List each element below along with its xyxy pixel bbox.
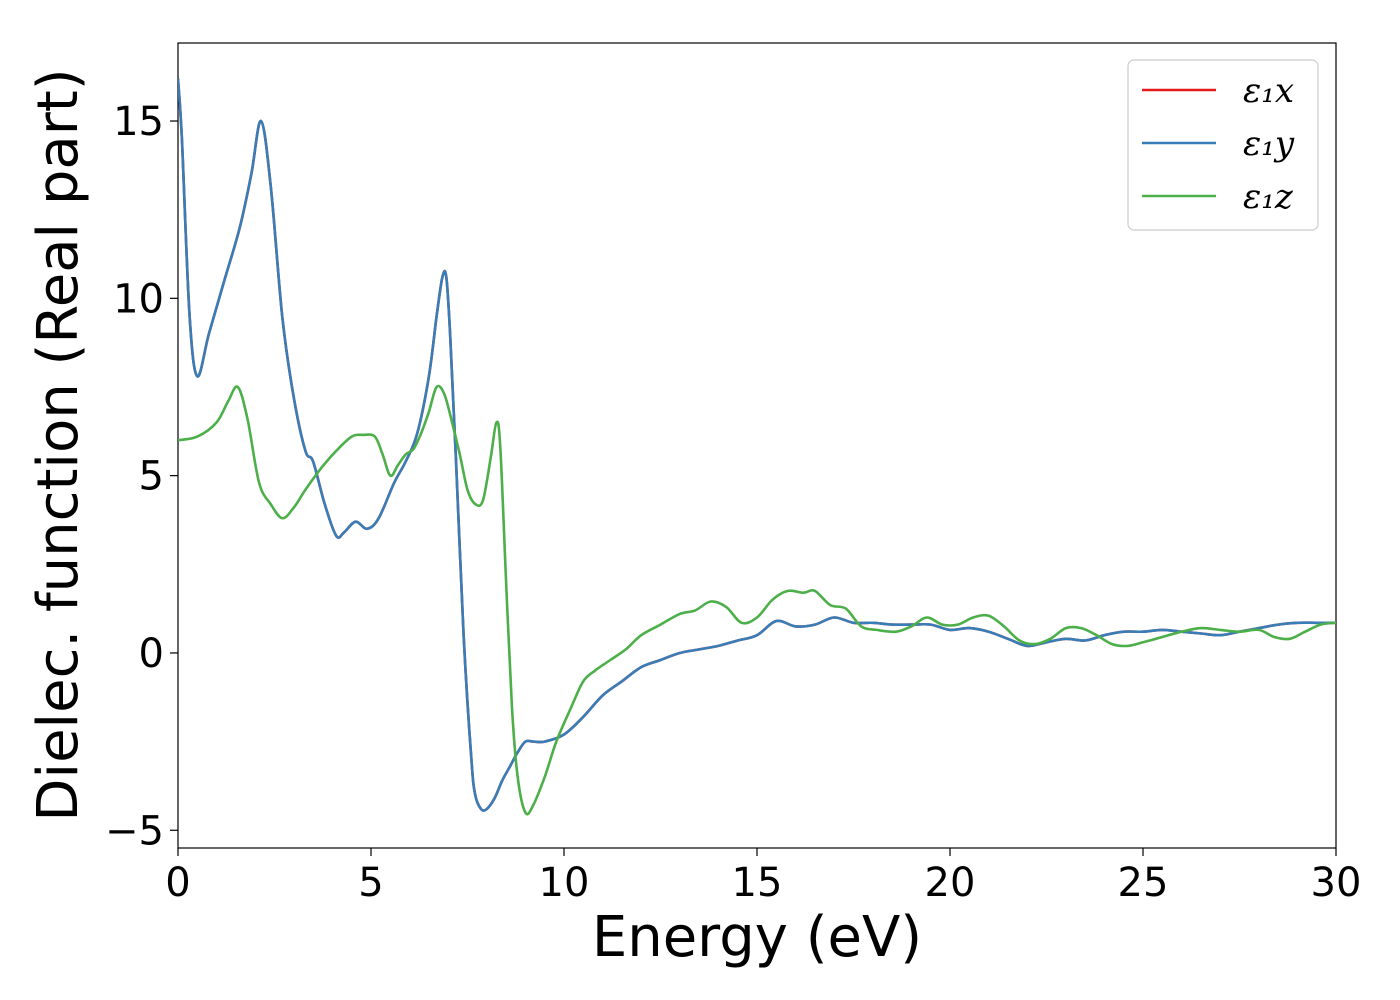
legend-label-3: ε₁z xyxy=(1243,177,1294,217)
legend-label-1: ε₁x xyxy=(1243,71,1294,111)
x-tick-label: 5 xyxy=(358,860,383,906)
x-axis-title: Energy (eV) xyxy=(592,905,922,970)
y-tick-label: −5 xyxy=(105,808,164,854)
y-tick-label: 0 xyxy=(139,631,164,677)
x-tick-label: 25 xyxy=(1118,860,1169,906)
series-line-2 xyxy=(178,78,1336,812)
x-tick-label: 0 xyxy=(165,860,190,906)
y-tick-label: 15 xyxy=(113,99,164,145)
x-tick-label: 30 xyxy=(1311,860,1362,906)
series-line-3 xyxy=(178,384,1336,816)
legend-box xyxy=(1127,59,1319,231)
x-tick-label: 10 xyxy=(539,860,590,906)
data-lines xyxy=(178,78,1336,816)
y-axis-title: Dielec. function (Real part) xyxy=(26,68,91,821)
y-tick-label: 10 xyxy=(113,276,164,322)
y-tick-label: 5 xyxy=(139,454,164,500)
legend: ε₁x ε₁y ε₁z xyxy=(1127,59,1319,231)
legend-label-2: ε₁y xyxy=(1243,124,1295,164)
x-tick-label: 20 xyxy=(925,860,976,906)
x-tick-label: 15 xyxy=(732,860,783,906)
